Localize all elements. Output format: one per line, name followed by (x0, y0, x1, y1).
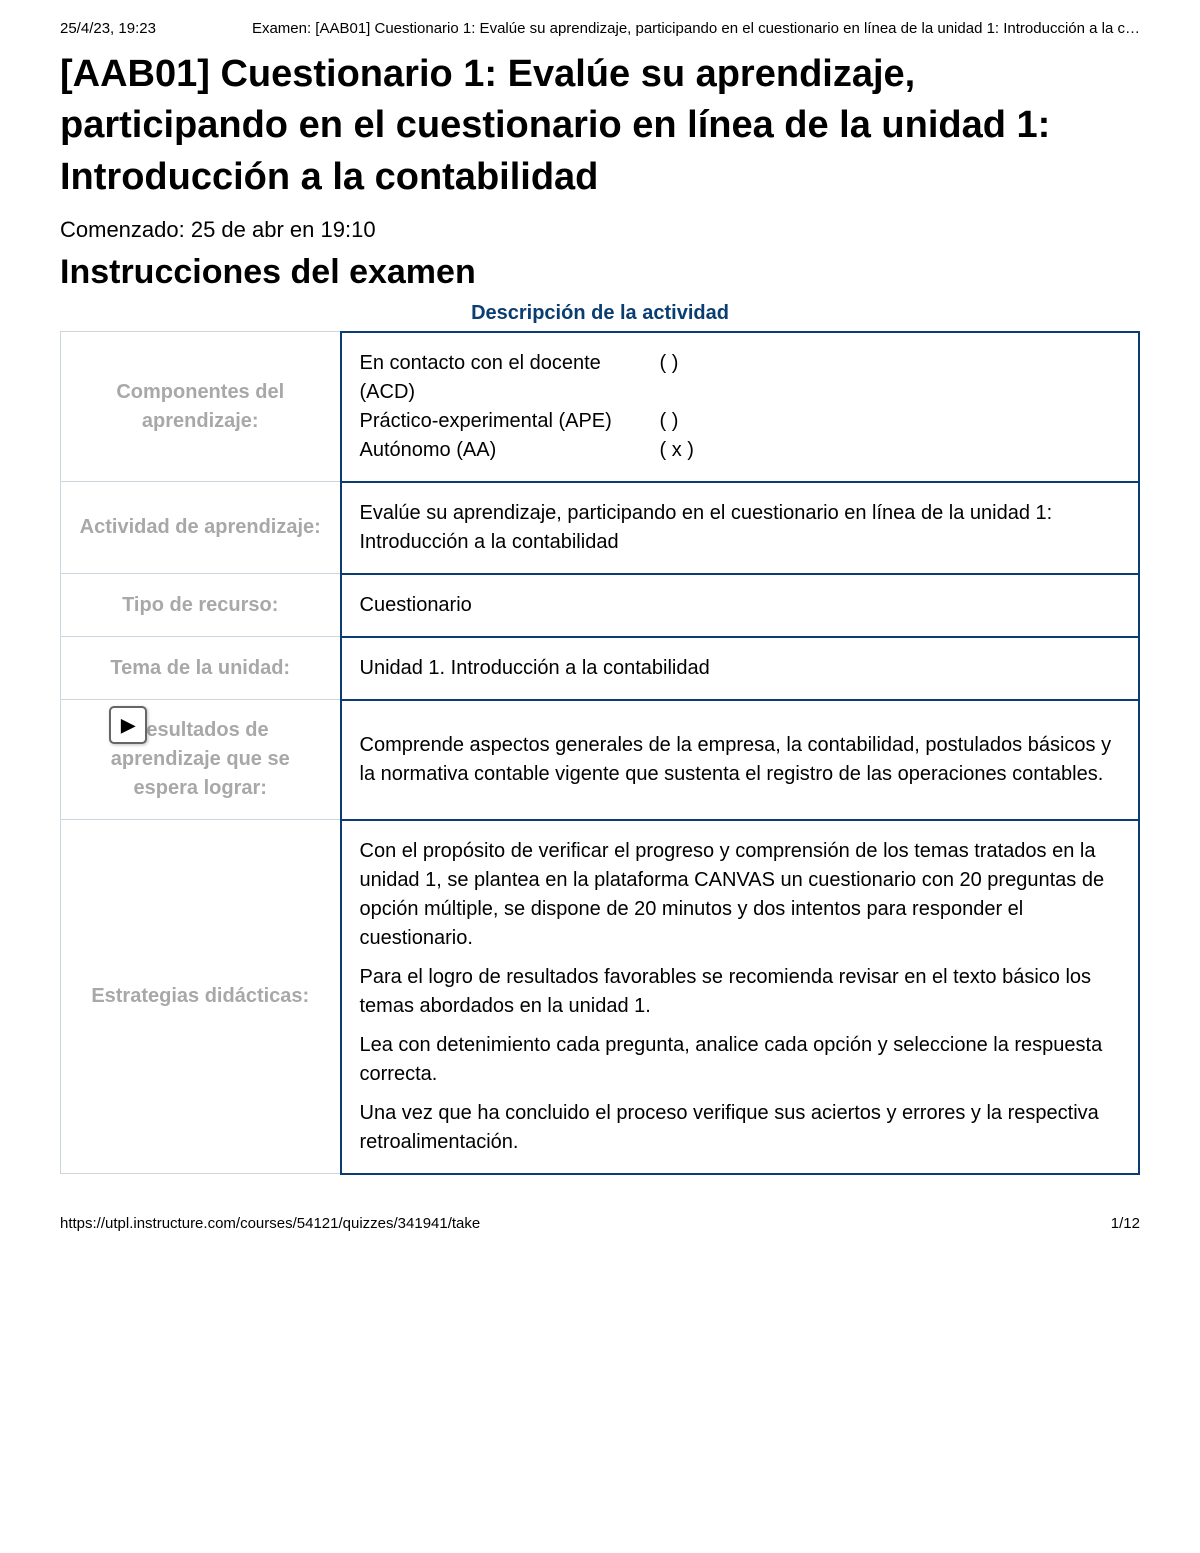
component-mark: ( x ) (660, 436, 710, 465)
print-timestamp: 25/4/23, 19:23 (60, 20, 156, 37)
strategy-paragraph: Para el logro de resultados favorables s… (360, 963, 1121, 1021)
footer-page: 1/12 (1111, 1215, 1140, 1232)
print-header: 25/4/23, 19:23 Examen: [AAB01] Cuestiona… (60, 20, 1140, 37)
row-label: Componentes del aprendizaje: (61, 332, 341, 482)
activity-desc-heading: Descripción de la actividad (60, 302, 1140, 325)
table-row: Tema de la unidad: Unidad 1. Introducció… (61, 637, 1140, 700)
instructions-heading: Instrucciones del examen (60, 253, 1140, 292)
play-icon: ▶ (121, 712, 135, 738)
component-mark: ( ) (660, 349, 710, 407)
row-label: Tema de la unidad: (61, 637, 341, 700)
print-footer: https://utpl.instructure.com/courses/541… (60, 1215, 1140, 1232)
row-value: Cuestionario (341, 574, 1140, 637)
component-label: Autónomo (AA) (360, 436, 660, 465)
table-row: ▶ Resultados de aprendizaje que se esper… (61, 700, 1140, 820)
play-button[interactable]: ▶ (109, 706, 147, 744)
row-label: Actividad de aprendizaje: (61, 482, 341, 574)
row-value: Evalúe su aprendizaje, participando en e… (341, 482, 1140, 574)
table-row: Tipo de recurso: Cuestionario (61, 574, 1140, 637)
table-row: Actividad de aprendizaje: Evalúe su apre… (61, 482, 1140, 574)
footer-url: https://utpl.instructure.com/courses/541… (60, 1215, 480, 1232)
strategy-paragraph: Con el propósito de verificar el progres… (360, 837, 1121, 953)
page-title: [AAB01] Cuestionario 1: Evalúe su aprend… (60, 49, 1140, 203)
component-label: En contacto con el docente (ACD) (360, 349, 660, 407)
started-text: Comenzado: 25 de abr en 19:10 (60, 217, 1140, 243)
strategy-paragraph: Una vez que ha concluido el proceso veri… (360, 1099, 1121, 1157)
component-mark: ( ) (660, 407, 710, 436)
row-label: Tipo de recurso: (61, 574, 341, 637)
strategy-paragraph: Lea con detenimiento cada pregunta, anal… (360, 1031, 1121, 1089)
table-row: Componentes del aprendizaje: En contacto… (61, 332, 1140, 482)
row-value: Con el propósito de verificar el progres… (341, 820, 1140, 1174)
print-doc-title: Examen: [AAB01] Cuestionario 1: Evalúe s… (156, 20, 1140, 37)
activity-table: Componentes del aprendizaje: En contacto… (60, 331, 1140, 1175)
row-value: En contacto con el docente (ACD) ( ) Prá… (341, 332, 1140, 482)
row-label: Estrategias didácticas: (61, 820, 341, 1174)
row-value: Comprende aspectos generales de la empre… (341, 700, 1140, 820)
row-label: ▶ Resultados de aprendizaje que se esper… (61, 700, 341, 820)
component-label: Práctico-experimental (APE) (360, 407, 660, 436)
row-value: Unidad 1. Introducción a la contabilidad (341, 637, 1140, 700)
table-row: Estrategias didácticas: Con el propósito… (61, 820, 1140, 1174)
